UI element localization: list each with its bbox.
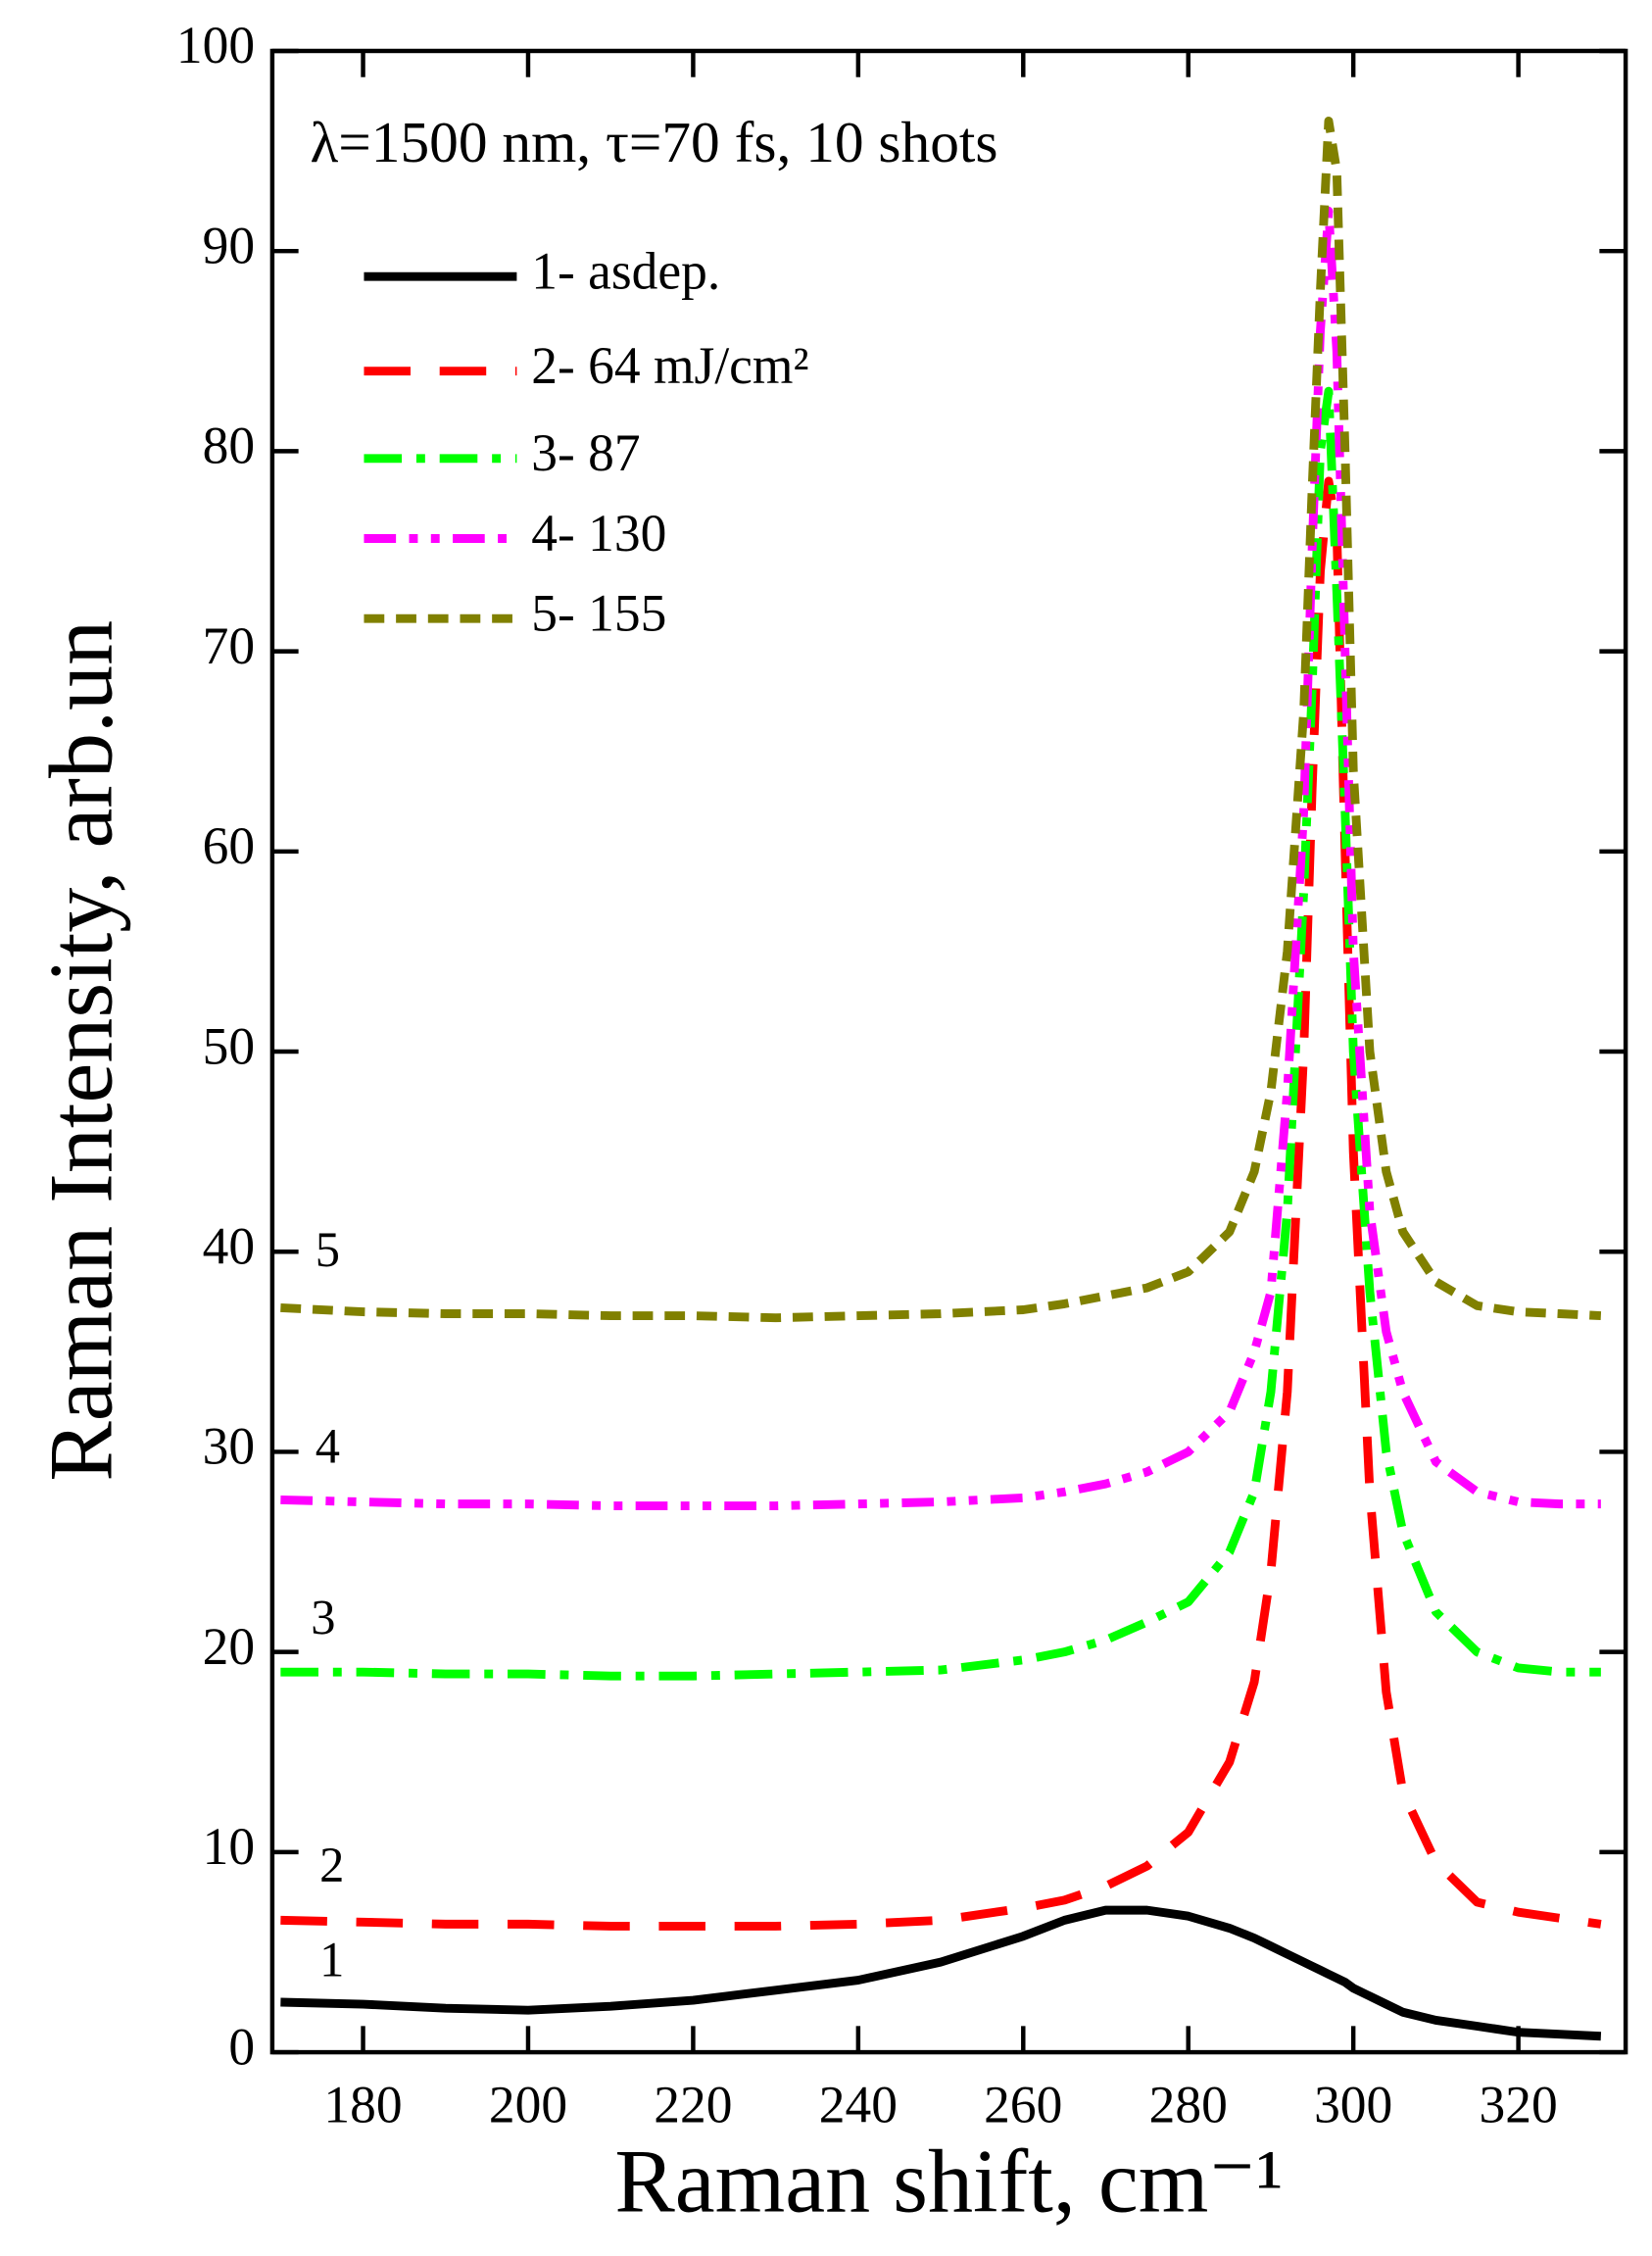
x-tick-label: 320 bbox=[1480, 2076, 1558, 2134]
legend-label: 2- 64 mJ/cm² bbox=[531, 336, 808, 395]
curve-label: 4 bbox=[316, 1418, 340, 1473]
legend-label: 1- asdep. bbox=[531, 241, 720, 300]
y-tick-label: 50 bbox=[203, 1016, 255, 1075]
legend-label: 3- 87 bbox=[531, 423, 640, 482]
series-line bbox=[280, 476, 1602, 1931]
legend-label: 4- 130 bbox=[531, 504, 666, 563]
x-tick-label: 200 bbox=[489, 2076, 567, 2134]
curve-label: 1 bbox=[319, 1933, 344, 1987]
series-line bbox=[280, 386, 1601, 1681]
curve-label: 2 bbox=[319, 1838, 344, 1892]
curve-label: 5 bbox=[316, 1222, 340, 1277]
x-tick-label: 180 bbox=[323, 2076, 402, 2134]
x-tick-label: 280 bbox=[1149, 2076, 1228, 2134]
y-tick-label: 30 bbox=[203, 1417, 255, 1476]
y-tick-label: 20 bbox=[203, 1617, 255, 1676]
plot-frame bbox=[269, 48, 1628, 2055]
y-tick-label: 60 bbox=[203, 816, 255, 875]
x-tick-label: 260 bbox=[984, 2076, 1062, 2134]
y-tick-label: 90 bbox=[203, 216, 255, 274]
y-tick-label: 0 bbox=[228, 2017, 255, 2076]
y-axis-label: Raman Intensity, arb.un bbox=[30, 620, 130, 1482]
y-tick-label: 80 bbox=[203, 417, 255, 475]
annotation: λ=1500 nm, τ=70 fs, 10 shots bbox=[311, 110, 998, 174]
y-tick-label: 10 bbox=[203, 1817, 255, 1876]
x-tick-label: 240 bbox=[819, 2076, 898, 2134]
series-line bbox=[280, 116, 1602, 1323]
series-line bbox=[280, 1905, 1602, 2041]
legend-label: 5- 155 bbox=[531, 583, 666, 642]
x-axis-label: Raman shift, cm⁻¹ bbox=[614, 2131, 1283, 2231]
y-tick-label: 100 bbox=[176, 16, 255, 74]
y-tick-label: 40 bbox=[203, 1217, 255, 1276]
x-tick-label: 300 bbox=[1314, 2076, 1392, 2134]
y-tick-label: 70 bbox=[203, 616, 255, 675]
x-tick-label: 220 bbox=[654, 2076, 732, 2134]
curve-label: 3 bbox=[311, 1591, 335, 1645]
